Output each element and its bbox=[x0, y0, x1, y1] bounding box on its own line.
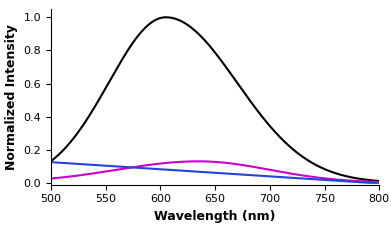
1 bbox=[48, 161, 53, 164]
5 bbox=[82, 122, 87, 125]
Line: 5: 5 bbox=[51, 17, 379, 181]
3 bbox=[181, 160, 186, 163]
1 bbox=[377, 182, 382, 184]
3 bbox=[377, 181, 382, 183]
3 bbox=[274, 170, 279, 172]
1 bbox=[310, 178, 315, 181]
1 bbox=[181, 169, 186, 172]
1 bbox=[366, 182, 371, 184]
1 bbox=[82, 163, 87, 166]
3 bbox=[48, 177, 53, 180]
X-axis label: Wavelength (nm): Wavelength (nm) bbox=[154, 210, 276, 223]
Line: 3: 3 bbox=[51, 161, 379, 182]
5 bbox=[182, 21, 187, 24]
1 bbox=[193, 170, 198, 173]
3 bbox=[82, 173, 87, 176]
3 bbox=[305, 175, 310, 178]
5 bbox=[194, 30, 198, 33]
5 bbox=[311, 162, 316, 165]
1 bbox=[305, 178, 309, 180]
3 bbox=[196, 160, 201, 163]
1 bbox=[274, 176, 279, 178]
Y-axis label: Normalized Intensity: Normalized Intensity bbox=[5, 24, 18, 170]
5 bbox=[377, 180, 382, 182]
5 bbox=[163, 16, 168, 19]
3 bbox=[311, 176, 316, 178]
5 bbox=[305, 159, 310, 161]
5 bbox=[48, 160, 53, 163]
5 bbox=[274, 132, 279, 135]
3 bbox=[193, 160, 198, 163]
Line: 1: 1 bbox=[51, 162, 379, 183]
